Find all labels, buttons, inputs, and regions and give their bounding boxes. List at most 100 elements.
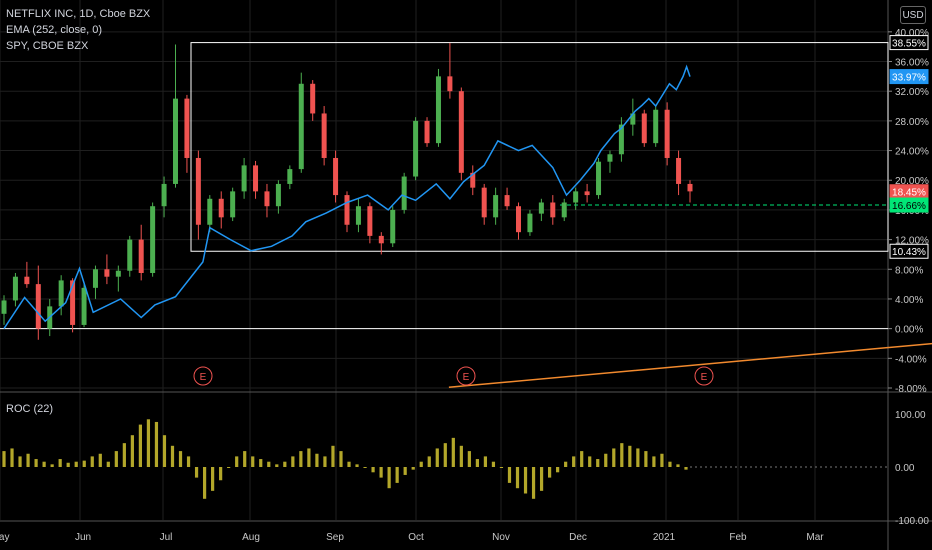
earnings-marker: E bbox=[694, 366, 714, 386]
candle-body bbox=[104, 269, 110, 277]
y-tick-label: 20.00% bbox=[895, 176, 929, 187]
roc-bar bbox=[130, 435, 134, 467]
roc-bar bbox=[58, 459, 62, 467]
roc-bar bbox=[291, 456, 295, 467]
roc-bar bbox=[2, 451, 6, 467]
earnings-marker-label: E bbox=[463, 372, 470, 383]
candle-body bbox=[241, 165, 247, 192]
candle-body bbox=[150, 206, 156, 273]
y-tick-label: 0.00% bbox=[895, 325, 923, 336]
price-tag: 18.45% bbox=[889, 184, 929, 200]
roc-bar bbox=[379, 467, 383, 478]
candle-body bbox=[184, 98, 190, 158]
candle-body bbox=[127, 239, 133, 271]
y-tick-label: -4.00% bbox=[895, 354, 927, 365]
earnings-marker: E bbox=[193, 366, 213, 386]
candle-body bbox=[81, 287, 87, 325]
candle-body bbox=[355, 206, 361, 225]
x-tick-label: Mar bbox=[806, 532, 824, 543]
currency-button[interactable]: USD bbox=[900, 6, 926, 24]
candle-body bbox=[218, 198, 224, 218]
roc-bar bbox=[523, 467, 528, 494]
roc-bar bbox=[612, 448, 616, 467]
roc-bar bbox=[82, 460, 86, 467]
x-tick-label: Oct bbox=[408, 532, 424, 543]
y-tick-label: 40.00% bbox=[895, 28, 929, 39]
roc-bar bbox=[98, 453, 102, 467]
roc-bar bbox=[74, 461, 78, 467]
candle-body bbox=[413, 120, 419, 177]
candle-body bbox=[138, 239, 144, 273]
roc-bar bbox=[475, 459, 479, 467]
y-tick-label: 8.00% bbox=[895, 265, 923, 276]
candle-body bbox=[12, 276, 18, 301]
roc-bar bbox=[620, 443, 624, 467]
roc-bar bbox=[66, 462, 70, 467]
price-tag-box bbox=[889, 243, 929, 259]
candle-body bbox=[115, 270, 121, 277]
candle-body bbox=[275, 183, 281, 207]
candle-body bbox=[573, 191, 579, 203]
candle-body bbox=[378, 235, 384, 244]
candle-body bbox=[653, 109, 659, 144]
candle-body bbox=[24, 276, 30, 285]
roc-bar bbox=[114, 451, 118, 467]
roc-bar bbox=[564, 461, 568, 467]
candle-body bbox=[630, 113, 636, 125]
candle-body bbox=[424, 120, 430, 144]
roc-bar bbox=[178, 451, 183, 467]
roc-bar bbox=[339, 451, 343, 467]
price-tag-label: 18.45% bbox=[892, 188, 926, 199]
candle-body bbox=[173, 98, 178, 184]
roc-bar bbox=[483, 456, 488, 467]
candle-body bbox=[367, 206, 373, 236]
roc-bar bbox=[355, 464, 359, 467]
candle-body bbox=[527, 213, 533, 233]
roc-bar bbox=[515, 467, 520, 489]
earnings-marker-label: E bbox=[701, 372, 708, 383]
x-tick-label: 2021 bbox=[653, 532, 676, 543]
roc-bar bbox=[451, 437, 455, 467]
roc-bar bbox=[202, 467, 207, 499]
roc-bar bbox=[459, 445, 463, 467]
roc-bar bbox=[275, 464, 279, 467]
candle-body bbox=[1, 300, 7, 314]
roc-bar bbox=[548, 467, 552, 478]
roc-bar bbox=[403, 467, 407, 475]
roc-bar bbox=[596, 459, 600, 467]
candle-body bbox=[287, 169, 293, 184]
roc-bar bbox=[580, 451, 584, 467]
price-tag-box bbox=[889, 69, 929, 85]
roc-bar bbox=[34, 459, 38, 467]
price-tag-box bbox=[889, 197, 929, 213]
roc-bar bbox=[315, 453, 319, 467]
roc-bar bbox=[371, 467, 375, 473]
roc-bar bbox=[347, 461, 351, 467]
roc-bar bbox=[18, 456, 22, 467]
candle-body bbox=[516, 206, 521, 233]
roc-bar bbox=[235, 456, 239, 467]
roc-bar bbox=[227, 467, 231, 468]
roc-tick-label: 0.00 bbox=[895, 463, 915, 474]
roc-bar bbox=[411, 467, 415, 470]
roc-bar bbox=[162, 435, 167, 467]
candle-body bbox=[493, 195, 499, 218]
y-tick-label: 12.00% bbox=[895, 236, 929, 247]
candle-body bbox=[253, 165, 259, 192]
candle-body bbox=[596, 161, 602, 196]
roc-tick-label: -100.00 bbox=[895, 516, 929, 527]
roc-bar bbox=[588, 456, 592, 467]
roc-bar bbox=[90, 456, 94, 467]
roc-bar bbox=[491, 461, 496, 467]
roc-bar bbox=[170, 445, 175, 467]
x-tick-label: Jul bbox=[160, 532, 173, 543]
y-tick-label: 24.00% bbox=[895, 147, 929, 158]
roc-bar bbox=[572, 456, 576, 467]
price-tag-label: 33.97% bbox=[892, 73, 926, 84]
roc-bar bbox=[146, 419, 151, 467]
roc-bar bbox=[194, 467, 199, 478]
y-tick-label: 36.00% bbox=[895, 58, 929, 69]
roc-bar bbox=[26, 453, 30, 467]
roc-bar bbox=[652, 456, 656, 467]
